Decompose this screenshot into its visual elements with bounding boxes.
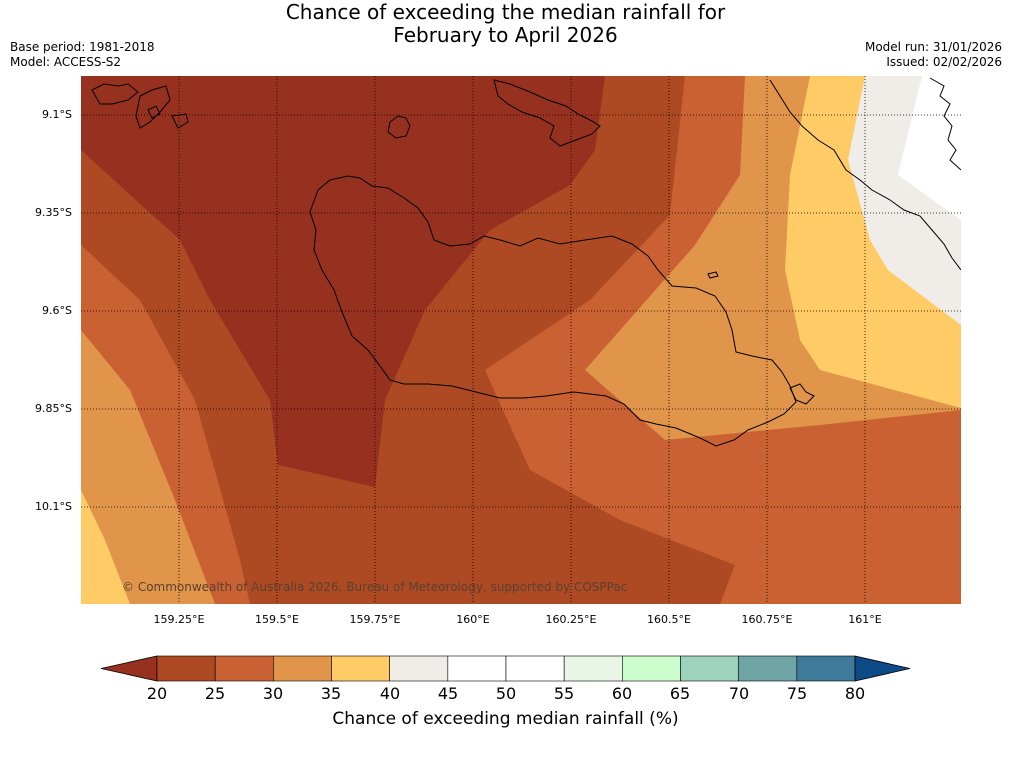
lon-label-5: 160.25°E: [545, 613, 597, 626]
colorbar-title: Chance of exceeding median rainfall (%): [332, 709, 679, 729]
cbar-tick-20: 20: [146, 684, 168, 703]
lon-label-7: 160.75°E: [741, 613, 793, 626]
chart-title-line1: Chance of exceeding the median rainfall …: [285, 0, 726, 24]
florida-islands: [493, 79, 601, 147]
zone-under-20: [81, 76, 605, 487]
cbar-tick-25: 25: [204, 684, 226, 703]
guadalcanal-coast: [309, 175, 797, 447]
cbar-tick-50: 50: [495, 684, 517, 703]
cbar-tick-40: 40: [379, 684, 401, 703]
cbar-tick-45: 45: [437, 684, 459, 703]
lat-label-3: 9.6°S: [42, 304, 72, 317]
russell-islands: [91, 83, 189, 129]
cbar-tick-70: 70: [728, 684, 750, 703]
malaita-north-coast: [929, 77, 961, 171]
lat-label-2: 9.35°S: [35, 206, 72, 219]
lat-label-4: 9.85°S: [35, 402, 72, 415]
lon-label-8: 161°E: [848, 613, 882, 626]
islet-east: [707, 271, 719, 279]
cbar-tick-55: 55: [553, 684, 575, 703]
cbar-tick-80: 80: [844, 684, 866, 703]
cbar-tick-75: 75: [786, 684, 808, 703]
coastlines: [91, 77, 961, 447]
chart-title-line2: February to April 2026: [393, 23, 618, 47]
model-name: Model: ACCESS-S2: [10, 55, 122, 69]
savo-island: [387, 115, 411, 139]
zone-40-45-left: [81, 490, 130, 604]
marau-islands: [789, 383, 815, 405]
lat-label-1: 9.1°S: [42, 108, 72, 121]
lon-label-6: 160.5°E: [647, 613, 691, 626]
issued-date: Issued: 02/02/2026: [886, 55, 1002, 69]
lon-label-3: 159.75°E: [349, 613, 401, 626]
graticule: [81, 76, 961, 604]
zone-50-55-northeast: [898, 76, 961, 220]
cbar-tick-65: 65: [669, 684, 691, 703]
lon-label-2: 159.5°E: [255, 613, 299, 626]
map-area: [81, 76, 961, 604]
cbar-tick-35: 35: [320, 684, 342, 703]
cbar-tick-30: 30: [262, 684, 284, 703]
lon-label-4: 160°E: [456, 613, 490, 626]
cbar-tick-60: 60: [611, 684, 633, 703]
zone-35-40-left: [81, 330, 215, 604]
base-period: Base period: 1981-2018: [10, 40, 155, 54]
lat-label-5: 10.1°S: [35, 500, 72, 513]
lon-label-1: 159.25°E: [153, 613, 205, 626]
malaita-coast: [769, 79, 961, 271]
model-run: Model run: 31/01/2026: [864, 40, 1002, 54]
copyright-notice: © Commonwealth of Australia 2026, Bureau…: [122, 580, 628, 594]
